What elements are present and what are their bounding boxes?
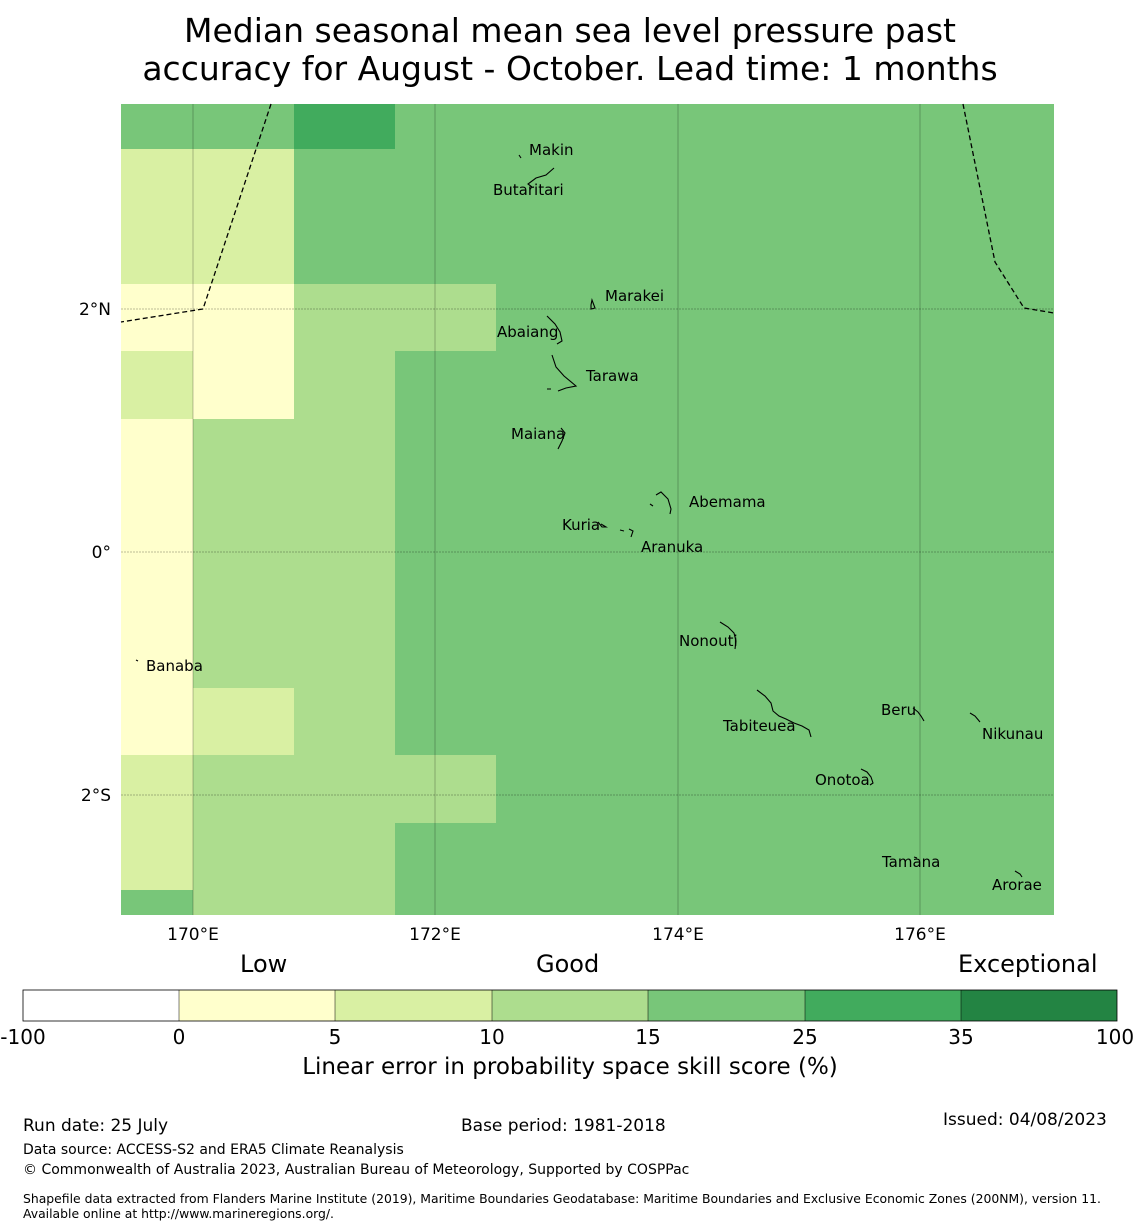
graticule [121,104,1054,915]
grid-cell [121,890,193,915]
lon-tick-label: 170°E [167,925,219,945]
island-nonouti-shape [719,621,737,650]
island-marakei-shape [590,298,596,310]
lat-tick-label: 2°N [79,300,111,320]
data-source: Data source: ACCESS-S2 and ERA5 Climate … [23,1142,404,1158]
island-label-onotoa: Onotoa [815,771,870,789]
grid-cell [294,104,395,149]
island-tabiteuea-shape [756,689,812,738]
colorbar-tick: -100 [0,1025,46,1049]
island-label-abemama: Abemama [689,493,766,511]
island-kuria-shape [597,521,608,528]
colorbar-segment [335,990,492,1021]
eez-boundary [120,103,1055,323]
colorbar [22,989,1118,1022]
grid-cell [121,755,193,890]
island-label-aranuka: Aranuka [641,538,703,556]
island-arorae-shape [1014,870,1023,878]
colorbar-category-good: Good [536,950,600,978]
island-label-banaba: Banaba [146,657,203,675]
grid-cell [294,284,496,351]
island-label-arorae: Arorae [992,876,1042,894]
chart-title-line-1: Median seasonal mean sea level pressure … [184,11,956,50]
colorbar-tick: 0 [172,1025,186,1049]
colorbar-tick: 5 [328,1025,342,1049]
island-label-nikunau: Nikunau [982,725,1043,743]
colorbar-category-low: Low [240,950,288,978]
shapefile-credit: Shapefile data extracted from Flanders M… [23,1191,1101,1221]
island-label-maiana: Maiana [511,425,565,443]
island-labels: Makin Butaritari Marakei Abaiang Tarawa … [146,141,1043,894]
base-period: Base period: 1981-2018 [461,1116,666,1136]
colorbar-segment [961,990,1117,1021]
colorbar-tick: 35 [948,1025,974,1049]
colorbar-frame [22,989,1118,1022]
island-label-tarawa: Tarawa [585,367,639,385]
grid-cell [193,688,294,755]
island-makin-shape [518,154,522,159]
grid-cell [193,419,395,688]
lat-tick-label: 2°S [81,786,111,806]
lon-tick-label: 174°E [652,925,704,945]
island-outlines [135,154,1023,878]
issued-date: Issued: 04/08/2023 [943,1110,1107,1130]
lat-tick-label: 0° [92,543,111,563]
island-tarawa-shape [547,354,578,392]
copyright: © Commonwealth of Australia 2023, Austra… [23,1162,690,1178]
colorbar-segment [179,990,335,1021]
island-banaba-shape [135,659,139,662]
colorbar-tick: 25 [792,1025,818,1049]
island-onotoa-shape [860,768,874,786]
island-nikunau-shape [969,712,981,723]
island-label-abaiang: Abaiang [497,323,558,341]
grid-cell [193,351,294,419]
colorbar-tick: 10 [479,1025,505,1049]
island-label-butaritari: Butaritari [493,181,564,199]
island-label-beru: Beru [881,701,916,719]
skill-grid [121,104,1054,915]
island-label-tabiteuea: Tabiteuea [722,717,796,735]
grid-cell [121,419,193,755]
island-butaritari-shape [527,167,555,188]
lon-tick-label: 172°E [409,925,461,945]
grid-cell [294,688,395,755]
island-abemama-shape [649,491,672,515]
island-aranuka-shape [619,528,634,538]
colorbar-title: Linear error in probability space skill … [302,1054,838,1080]
grid-cell [121,149,294,284]
colorbar-tick: 15 [635,1025,661,1049]
island-label-marakei: Marakei [605,287,664,305]
island-maiana-shape [557,427,566,450]
colorbar-segment [492,990,648,1021]
colorbar-segment [805,990,961,1021]
lon-tick-label: 176°E [894,925,946,945]
grid-cell [193,823,395,915]
island-tamana-shape [913,856,918,859]
island-label-kuria: Kuria [562,516,600,534]
colorbar-segment [648,990,805,1021]
island-label-tamana: Tamana [881,853,940,871]
chart-title-line-2: accuracy for August - October. Lead time… [142,49,998,88]
grid-cell [193,755,496,823]
axis-labels: 170°E 172°E 174°E 176°E 2°N 0° 2°S [79,300,946,945]
island-abaiang-shape [546,315,563,345]
colorbar-segment [23,990,179,1021]
run-date: Run date: 25 July [23,1116,169,1136]
island-label-nonouti: Nonouti [679,632,738,650]
colorbar-category-exceptional: Exceptional [958,950,1098,978]
grid-cell [294,351,395,419]
island-beru-shape [912,707,925,722]
grid-cell [121,351,193,419]
colorbar-tick: 100 [1095,1025,1135,1049]
island-label-makin: Makin [529,141,574,159]
